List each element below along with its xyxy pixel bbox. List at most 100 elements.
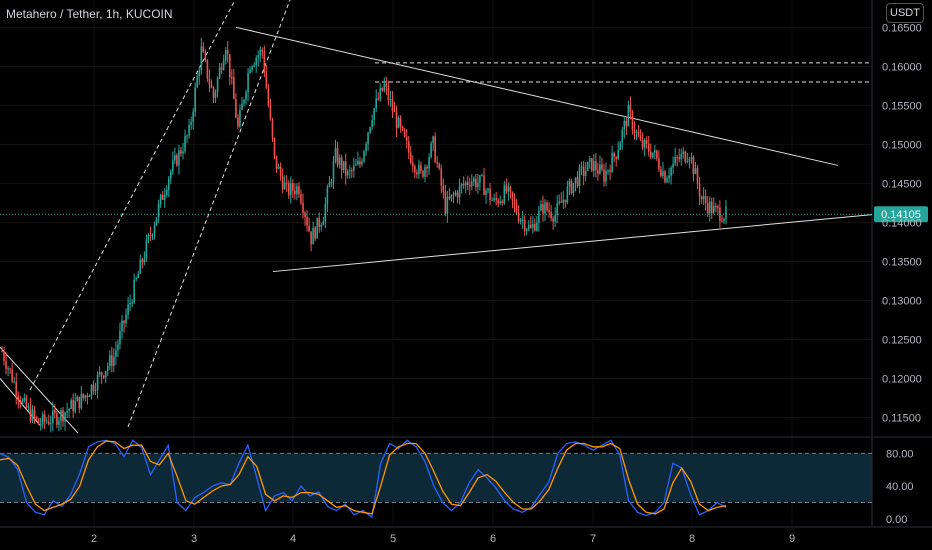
candle-body (267, 87, 270, 106)
candle-body (353, 165, 355, 171)
candle-body (710, 201, 713, 214)
candle-body (446, 196, 449, 214)
time-axis: 2 3 4 5 6 7 8 9 (91, 533, 795, 545)
candle-body (214, 91, 217, 99)
candle-body (607, 170, 609, 172)
candle-body (625, 120, 628, 127)
candle-body (104, 371, 107, 378)
candle-body (21, 400, 24, 404)
candle-body (422, 171, 424, 177)
candle-body (143, 258, 146, 263)
candle-body (617, 150, 620, 159)
candle-body (37, 418, 40, 425)
candle-body (499, 201, 502, 204)
candle-body (375, 98, 378, 109)
candle-body (60, 410, 62, 421)
candle-body (253, 65, 255, 67)
candle-body (489, 188, 491, 200)
candle-body (33, 409, 36, 417)
candle-body (487, 188, 489, 191)
candle-body (357, 160, 359, 165)
candle-body (660, 169, 662, 177)
candle-body (448, 196, 451, 199)
time-tick-label: 5 (390, 533, 396, 545)
candle-body (129, 302, 131, 305)
currency-button[interactable]: USDT (886, 3, 924, 23)
candle-body (560, 201, 563, 203)
candle-body (542, 204, 544, 214)
candle-body (629, 104, 632, 113)
candle-body (178, 150, 180, 166)
candle-body (399, 117, 402, 127)
candle-body (222, 60, 225, 70)
candle-body (540, 204, 542, 211)
price-tick-label: 0.12500 (882, 334, 922, 346)
candle-body (503, 185, 506, 204)
candle-body (723, 218, 725, 222)
oscillator-grid (0, 452, 872, 503)
candle-body (190, 121, 192, 125)
stochastic-k-line (0, 439, 727, 519)
candle-body (385, 83, 388, 87)
candle-body (363, 151, 365, 162)
candle-body (424, 166, 426, 177)
candle-body (263, 51, 266, 74)
candle-body (654, 150, 656, 153)
candle-body (434, 136, 436, 163)
time-tick-label: 2 (91, 533, 97, 545)
candle-body (194, 87, 197, 112)
candle-body (292, 182, 294, 191)
candle-body (371, 120, 373, 128)
candle-body (538, 210, 540, 223)
candle-body (658, 158, 660, 170)
candle-body (294, 190, 296, 195)
candle-body (525, 229, 528, 231)
candle-body (383, 83, 386, 91)
candle-body (479, 175, 481, 183)
candle-body (283, 182, 286, 190)
candle-body (458, 185, 461, 198)
candle-body (82, 393, 85, 399)
candle-body (76, 396, 79, 402)
candle-body (5, 360, 7, 369)
candle-body (88, 395, 91, 398)
candle-body (58, 420, 60, 425)
candle-body (90, 384, 93, 396)
candle-body (688, 158, 691, 162)
candle-body (241, 103, 243, 110)
price-tick-label: 0.14500 (882, 178, 922, 190)
candle-body (491, 199, 493, 201)
candle-body (377, 98, 380, 100)
candle-body (115, 350, 117, 357)
candle-body (643, 139, 646, 148)
candle-body (151, 234, 154, 236)
candle-body (470, 181, 473, 187)
candle-body (135, 278, 138, 280)
candle-body (23, 397, 26, 401)
oscillator-tick-label: 40.00 (886, 481, 914, 493)
candle-body (462, 184, 465, 186)
candle-body (621, 129, 624, 143)
candle-body (70, 400, 72, 409)
channel-line-right (127, 0, 291, 428)
candle-body (259, 49, 262, 56)
candle-body (586, 161, 589, 171)
candle-body (74, 401, 77, 412)
candle-body (314, 227, 316, 239)
candle-body (582, 166, 585, 176)
price-tick-label: 0.13500 (882, 256, 922, 268)
candle-body (544, 202, 546, 214)
candle-body (155, 217, 158, 226)
candle-body (334, 148, 337, 162)
candle-body (576, 177, 579, 186)
candle-body (574, 177, 577, 184)
candle-body (672, 163, 674, 168)
candle-body (279, 166, 282, 176)
candle-body (45, 421, 48, 423)
candle-body (235, 98, 237, 118)
candle-body (237, 117, 239, 127)
candle-body (418, 164, 420, 175)
candle-body (558, 201, 561, 204)
candle-body (133, 279, 135, 303)
